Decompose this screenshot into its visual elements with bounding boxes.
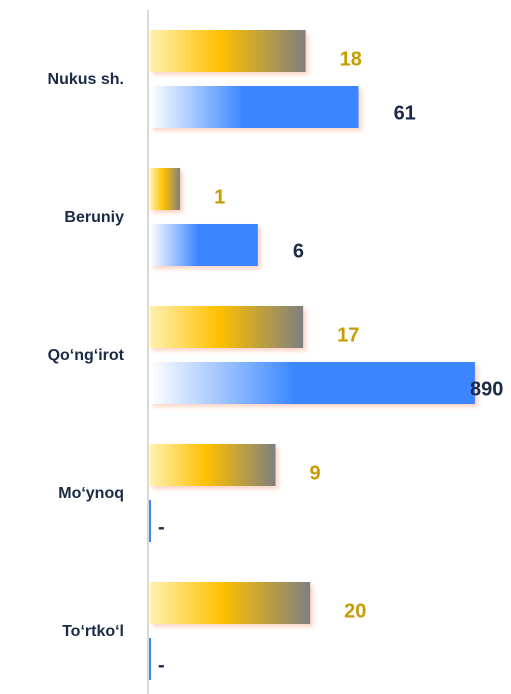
bar — [150, 582, 311, 624]
bar — [150, 306, 304, 348]
value-label: 890 — [470, 378, 503, 400]
category-label: To‘rtko‘l — [62, 623, 124, 640]
value-label: 1 — [214, 186, 225, 208]
empty-bar — [149, 638, 151, 680]
value-label: 9 — [309, 462, 320, 484]
value-label: - — [158, 654, 165, 676]
category-label: Qo‘ng‘irot — [48, 347, 125, 364]
value-label: 18 — [340, 48, 362, 70]
category-label: Beruniy — [64, 209, 124, 226]
bar — [150, 86, 359, 128]
category-label: Nukus sh. — [48, 71, 124, 88]
bar — [150, 224, 258, 266]
category-label: Mo‘ynoq — [58, 485, 124, 502]
empty-bar — [149, 500, 151, 542]
value-label: 20 — [344, 600, 366, 622]
bar — [150, 444, 276, 486]
bar — [150, 362, 475, 404]
value-label: 17 — [337, 324, 359, 346]
value-label: 61 — [394, 102, 416, 124]
value-label: 6 — [293, 240, 304, 262]
bar — [150, 30, 306, 72]
value-label: - — [158, 516, 165, 538]
bar — [150, 168, 181, 210]
